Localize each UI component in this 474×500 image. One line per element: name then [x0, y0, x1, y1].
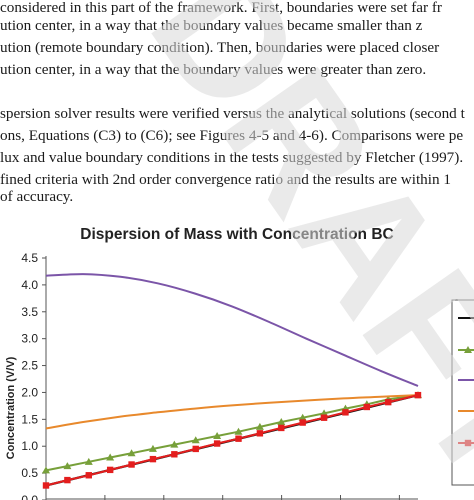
text-line: lux and value boundary conditions in the… — [0, 149, 464, 166]
text-line: ons, Equations (C3) to (C6); see Figures… — [0, 127, 464, 144]
legend-marker — [464, 346, 472, 353]
data-point — [299, 419, 306, 426]
data-point — [106, 466, 114, 474]
y-tick-label: 1.5 — [21, 412, 38, 426]
data-point — [127, 449, 136, 457]
data-point — [277, 418, 286, 426]
series-line — [45, 273, 419, 387]
text-line: ution center, in a way that the boundary… — [0, 17, 423, 34]
data-point — [213, 432, 222, 440]
legend-marker — [464, 439, 472, 447]
data-point — [192, 445, 199, 453]
series-lines — [42, 273, 422, 489]
data-point — [170, 440, 179, 448]
y-axis-title: Concentration (V/V) — [5, 356, 17, 459]
y-tick-label: 3.5 — [21, 305, 38, 319]
y-tick-label: 0.0 — [21, 493, 38, 500]
chart-axes: 0.0 0.5 1.0 1.5 2.0 2.5 3.0 3.5 4.0 4.5 — [21, 251, 418, 500]
data-point — [63, 462, 72, 470]
series-line — [45, 394, 419, 487]
y-tick-label: 0.5 — [21, 466, 38, 480]
series-line — [45, 394, 419, 430]
data-point — [235, 435, 242, 442]
series — [45, 394, 419, 430]
data-point — [320, 414, 328, 421]
data-point — [84, 457, 93, 465]
series — [42, 391, 422, 489]
series — [45, 273, 419, 387]
chart-title: Dispersion of Mass with Concentration BC — [80, 226, 394, 243]
text-line: of accuracy. — [0, 188, 74, 205]
data-point — [64, 476, 71, 484]
data-point — [106, 453, 115, 461]
data-point — [255, 422, 264, 430]
text-line: fined criteria with 2nd order convergenc… — [0, 171, 451, 188]
data-point — [385, 398, 392, 406]
data-point — [234, 427, 243, 435]
series — [42, 391, 422, 474]
series-line — [45, 394, 419, 472]
chart-legend — [451, 299, 474, 486]
data-point — [213, 440, 221, 447]
data-point — [42, 466, 50, 474]
data-point — [128, 461, 135, 468]
data-point — [256, 430, 264, 437]
y-tick-label: 4.5 — [21, 251, 38, 265]
text-line: spersion solver results were verified ve… — [0, 105, 465, 122]
text-line: ution center, in a way that the boundary… — [0, 61, 427, 78]
data-point — [148, 444, 157, 452]
data-point — [85, 472, 92, 479]
text-line: ution (remote boundary condition). Then,… — [0, 39, 440, 56]
legend-box — [451, 299, 474, 486]
y-tick-label: 4.0 — [21, 278, 38, 292]
data-point — [278, 424, 285, 432]
data-point — [363, 403, 371, 411]
data-point — [342, 409, 349, 416]
data-point — [298, 413, 307, 421]
data-point — [414, 391, 422, 399]
y-tick-label: 2.0 — [21, 385, 38, 399]
y-tick-label: 2.5 — [21, 359, 38, 373]
y-tick-label: 3.0 — [21, 332, 38, 346]
data-point — [191, 436, 200, 444]
text-line: considered in this part of the framework… — [0, 0, 442, 16]
data-point — [149, 455, 157, 463]
data-point — [42, 482, 50, 489]
y-tick-label: 1.0 — [21, 439, 38, 453]
data-point — [171, 451, 178, 458]
